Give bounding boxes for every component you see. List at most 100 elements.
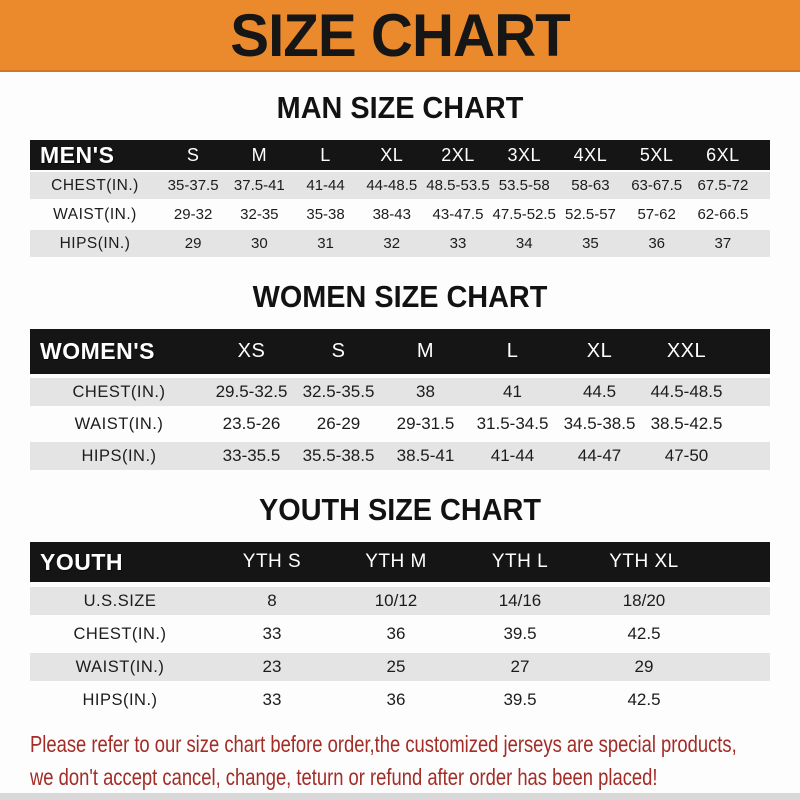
cell-value: 39.5 bbox=[503, 690, 537, 709]
cell-value: 44-48.5 bbox=[366, 177, 418, 194]
column-header: 4XL bbox=[573, 144, 608, 165]
table-corner-label: YOUTH bbox=[40, 548, 123, 575]
youth-heading: YOUTH SIZE CHART bbox=[259, 492, 541, 527]
table-header-row: WOMEN'S XS S M L XL XXL bbox=[30, 329, 770, 374]
row-label: CHEST(IN.) bbox=[73, 624, 167, 643]
cell-value: 25 bbox=[386, 657, 406, 676]
cell-value: 37.5-41 bbox=[233, 177, 285, 194]
cell-value: 27 bbox=[510, 657, 530, 676]
cell-value: 38.5-42.5 bbox=[650, 414, 723, 433]
row-label: HIPS(IN.) bbox=[81, 446, 157, 465]
cell-value: 42.5 bbox=[627, 624, 661, 643]
cell-value: 41-44 bbox=[490, 446, 535, 465]
cell-value: 44.5-48.5 bbox=[650, 382, 723, 401]
row-label: U.S.SIZE bbox=[83, 591, 157, 610]
cell-value: 43-47.5 bbox=[432, 206, 484, 223]
cell-value: 47-50 bbox=[664, 446, 709, 465]
row-label: WAIST(IN.) bbox=[75, 657, 165, 676]
cell-value: 39.5 bbox=[503, 624, 537, 643]
cell-value: 63-67.5 bbox=[631, 177, 683, 194]
column-header: YTH L bbox=[491, 551, 549, 572]
column-header: S bbox=[331, 340, 346, 362]
column-header: S bbox=[186, 144, 200, 165]
cell-value: 44-47 bbox=[577, 446, 622, 465]
men-heading: MAN SIZE CHART bbox=[276, 90, 524, 125]
cell-value: 23.5-26 bbox=[222, 414, 281, 433]
row-label: CHEST(IN.) bbox=[51, 176, 139, 194]
cell-value: 8 bbox=[267, 591, 277, 610]
cell-value: 18/20 bbox=[622, 591, 666, 610]
men-table: MEN'S S M L XL 2XL 3XL 4XL 5XL 6XL CHEST(IN.) 35-37… bbox=[30, 140, 770, 257]
table-row: WAIST(IN.) 23 25 27 29 bbox=[30, 653, 770, 681]
cell-value: 32-35 bbox=[240, 206, 279, 223]
row-label: HIPS(IN.) bbox=[59, 234, 131, 252]
women-heading: WOMEN SIZE CHART bbox=[252, 279, 548, 314]
cell-value: 52.5-57 bbox=[565, 206, 616, 223]
cell-value: 35-37.5 bbox=[167, 177, 219, 194]
cell-value: 35.5-38.5 bbox=[302, 446, 375, 465]
table-header-row: YOUTH YTH S YTH M YTH L YTH XL bbox=[30, 542, 770, 582]
cell-value: 35 bbox=[582, 235, 599, 252]
youth-table: YOUTH YTH S YTH M YTH L YTH XL U.S.SIZE 8 10/12… bbox=[30, 542, 770, 714]
column-header: 6XL bbox=[706, 144, 740, 165]
cell-value: 33 bbox=[449, 235, 467, 252]
cell-value: 23 bbox=[262, 657, 282, 676]
column-header: M bbox=[251, 144, 268, 165]
charts: MAN SIZE CHART MEN'S S M L XL 2XL 3XL 4XL 5XL 6XL… bbox=[0, 90, 800, 714]
cell-value: 36 bbox=[386, 624, 406, 643]
cell-value: 41 bbox=[503, 382, 522, 401]
row-label: HIPS(IN.) bbox=[82, 690, 158, 709]
cell-value: 33-35.5 bbox=[222, 446, 281, 465]
section-women: WOMEN SIZE CHART WOMEN'S XS S M L XL XXL CHEST(… bbox=[0, 279, 800, 470]
cell-value: 47.5-52.5 bbox=[492, 206, 556, 223]
cell-value: 36 bbox=[386, 690, 406, 709]
cell-value: 48.5-53.5 bbox=[426, 177, 490, 194]
notice-line-2: we don't accept cancel, change, teturn o… bbox=[30, 764, 658, 790]
cell-value: 34 bbox=[515, 235, 533, 252]
table-row: U.S.SIZE 8 10/12 14/16 18/20 bbox=[30, 587, 770, 615]
bottom-edge-strip bbox=[0, 793, 800, 800]
cell-value: 38 bbox=[416, 382, 435, 401]
footer-notice: Please refer to our size chart before or… bbox=[30, 728, 800, 794]
column-header: L bbox=[320, 144, 331, 165]
table-row: CHEST(IN.) 33 36 39.5 42.5 bbox=[30, 620, 770, 648]
table-header-row: MEN'S S M L XL 2XL 3XL 4XL 5XL 6XL bbox=[30, 140, 770, 170]
cell-value: 38.5-41 bbox=[396, 446, 455, 465]
cell-value: 29-31.5 bbox=[396, 414, 455, 433]
banner: SIZE CHART bbox=[0, 0, 800, 72]
cell-value: 42.5 bbox=[627, 690, 661, 709]
column-header: 5XL bbox=[639, 144, 674, 165]
cell-value: 41-44 bbox=[306, 177, 345, 194]
cell-value: 57-62 bbox=[637, 206, 676, 223]
column-header: XS bbox=[237, 340, 266, 362]
cell-value: 29 bbox=[184, 235, 202, 252]
table-corner-label: WOMEN'S bbox=[40, 338, 156, 364]
cell-value: 32.5-35.5 bbox=[302, 382, 375, 401]
column-header: L bbox=[506, 340, 519, 362]
table-row: CHEST(IN.) 29.5-32.5 32.5-35.5 38 41 44.5 44.5… bbox=[30, 378, 770, 406]
column-header: YTH M bbox=[365, 551, 427, 572]
women-table: WOMEN'S XS S M L XL XXL CHEST(IN.) 29.5-32.5 32.5… bbox=[30, 329, 770, 470]
column-header: YTH XL bbox=[609, 551, 679, 572]
column-header: 2XL bbox=[441, 144, 475, 165]
column-header: 3XL bbox=[507, 144, 541, 165]
table-row: WAIST(IN.) 29-32 32-35 35-38 38-43 43-47.5 47.… bbox=[30, 201, 770, 228]
cell-value: 33 bbox=[262, 690, 282, 709]
cell-value: 29 bbox=[634, 657, 654, 676]
table-row: HIPS(IN.) 33-35.5 35.5-38.5 38.5-41 41-44 44-… bbox=[30, 442, 770, 470]
cell-value: 58-63 bbox=[571, 177, 610, 194]
cell-value: 35-38 bbox=[306, 206, 345, 223]
cell-value: 10/12 bbox=[374, 591, 418, 610]
cell-value: 31.5-34.5 bbox=[476, 414, 549, 433]
cell-value: 38-43 bbox=[372, 206, 411, 223]
cell-value: 33 bbox=[262, 624, 282, 643]
cell-value: 26-29 bbox=[316, 414, 361, 433]
cell-value: 67.5-72 bbox=[697, 177, 749, 194]
cell-value: 53.5-58 bbox=[498, 177, 550, 194]
section-youth: YOUTH SIZE CHART YOUTH YTH S YTH M YTH L YTH… bbox=[0, 492, 800, 714]
table-row: CHEST(IN.) 35-37.5 37.5-41 41-44 44-48.5 48.5… bbox=[30, 172, 770, 199]
row-label: WAIST(IN.) bbox=[53, 205, 137, 223]
row-label: CHEST(IN.) bbox=[72, 382, 166, 401]
section-men: MAN SIZE CHART MEN'S S M L XL 2XL 3XL 4XL 5XL 6XL… bbox=[0, 90, 800, 257]
